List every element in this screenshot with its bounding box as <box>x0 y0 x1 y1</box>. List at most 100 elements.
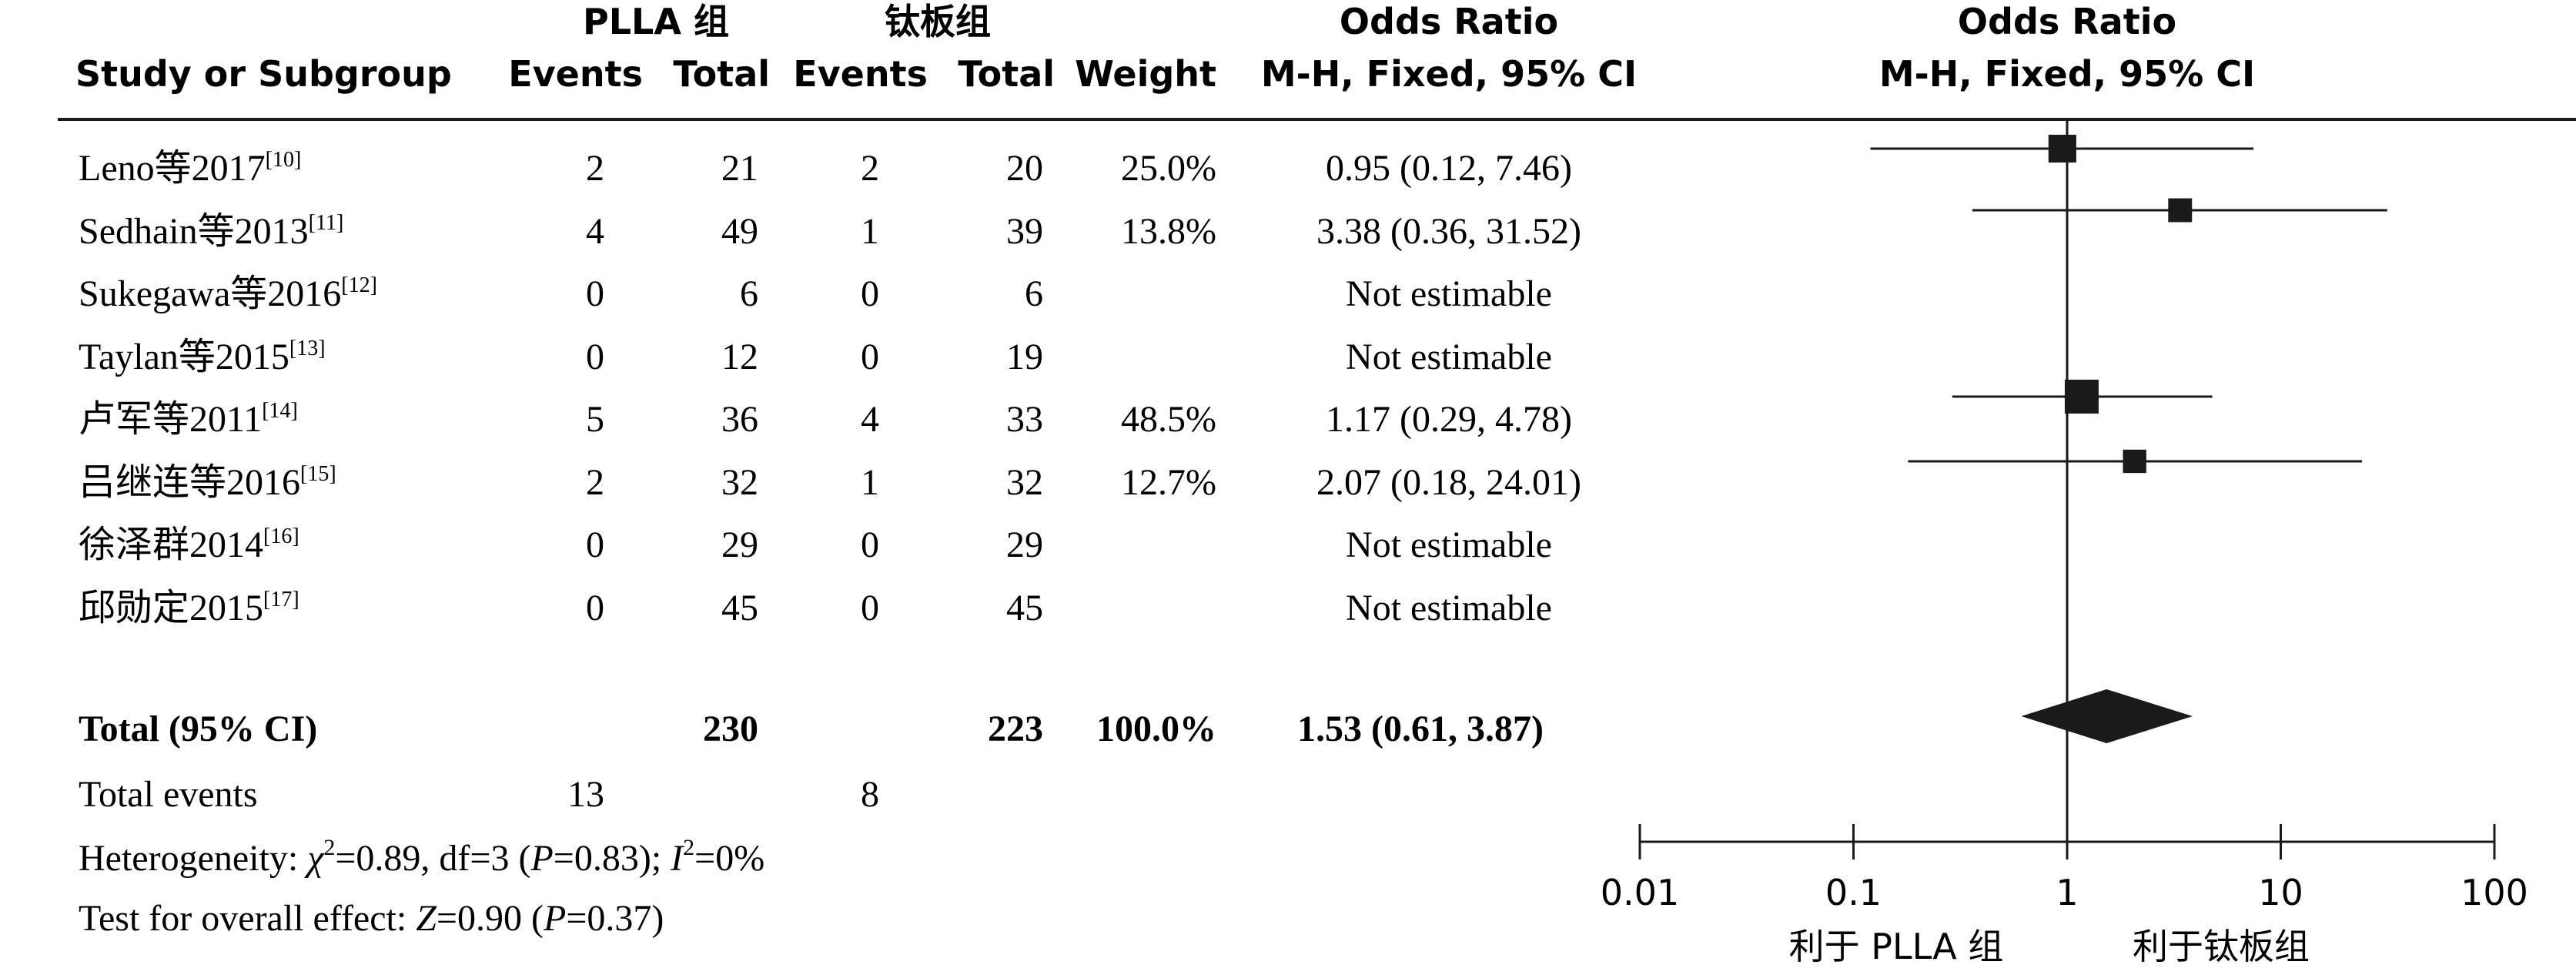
study-reference: [12] <box>341 273 377 297</box>
study-ci-text: Not estimable <box>1346 524 1552 565</box>
total-events-e2: 8 <box>861 774 879 815</box>
study-row: 邱勋定2015[17] 0 45 0 45 Not estimable <box>79 588 1552 628</box>
study-row: Leno等2017[10] 2 21 2 20 25.0% 0.95 (0.12, 7.46… <box>79 148 1572 189</box>
total-ci-text: 1.53 (0.61, 3.87) <box>1297 709 1544 749</box>
chi-symbol: χ <box>304 838 325 879</box>
total-label: Total (95% CI) <box>79 709 317 749</box>
study-total2: 39 <box>1006 211 1043 252</box>
study-weight: 25.0% <box>1121 148 1216 189</box>
total1-header: Total <box>673 53 770 95</box>
x-tick-label: 10 <box>2258 872 2303 913</box>
study-events1: 4 <box>586 211 604 252</box>
study-ci-text: 1.17 (0.29, 4.78) <box>1326 399 1572 440</box>
study-ci-text: 2.07 (0.18, 24.01) <box>1316 462 1581 503</box>
study-name: Sukegawa等2016[12] <box>79 273 377 314</box>
study-events1: 2 <box>586 462 604 503</box>
study-row: Taylan等2015[13] 0 12 0 19 Not estimable <box>79 337 1552 377</box>
study-events1: 2 <box>586 148 604 189</box>
study-header: Study or Subgroup <box>75 53 452 95</box>
x-axis-ticks: 0.01 0.1 1 10 100 <box>1601 824 2528 913</box>
study-weight: 48.5% <box>1121 399 1216 440</box>
total-weight: 100.0% <box>1096 709 1216 749</box>
weight-header: Weight <box>1075 53 1216 95</box>
study-total2: 6 <box>1025 273 1043 314</box>
study-name-text: Sukegawa等2016 <box>79 273 341 314</box>
study-name-text: Leno等2017 <box>79 148 266 189</box>
total-t1: 230 <box>703 709 758 749</box>
study-total1: 32 <box>721 462 758 503</box>
study-total1: 45 <box>721 588 758 628</box>
study-reference: [14] <box>262 399 298 423</box>
study-row: 徐泽群2014[16] 0 29 0 29 Not estimable <box>79 524 1552 565</box>
plot-header-title: Odds Ratio <box>1958 1 2176 42</box>
study-name: Leno等2017[10] <box>79 148 301 189</box>
study-total1: 12 <box>721 337 758 377</box>
heterogeneity-mid2: =0.83); <box>554 838 671 879</box>
study-name-text: 邱勋定2015 <box>79 588 263 628</box>
study-ci-text: 0.95 (0.12, 7.46) <box>1326 148 1572 189</box>
study-total2: 20 <box>1006 148 1043 189</box>
study-events1: 0 <box>586 524 604 565</box>
events1-header: Events <box>508 53 643 95</box>
i-superscript: 2 <box>683 835 694 860</box>
total-events-e1: 13 <box>567 774 604 815</box>
heterogeneity-end: =0% <box>694 838 764 879</box>
x-tick-label: 100 <box>2461 872 2528 913</box>
heterogeneity-mid1: =0.89, df=3 ( <box>335 838 530 879</box>
overall-effect-mid: =0.90 ( <box>437 898 544 939</box>
study-name-text: Sedhain等2013 <box>79 211 309 252</box>
z-symbol: Z <box>416 898 437 939</box>
study-ci-text: Not estimable <box>1346 337 1552 377</box>
study-reference: [10] <box>266 148 302 172</box>
study-name-text: Taylan等2015 <box>79 337 289 377</box>
x-tick-label: 0.01 <box>1601 872 1679 913</box>
study-total2: 29 <box>1006 524 1043 565</box>
study-weight: 13.8% <box>1121 211 1216 252</box>
study-name-text: 吕继连等2016 <box>79 462 300 503</box>
i-symbol: I <box>670 838 684 879</box>
study-total2: 45 <box>1006 588 1043 628</box>
study-events2: 4 <box>861 399 879 440</box>
study-reference: [13] <box>289 337 326 360</box>
study-events2: 1 <box>861 462 879 503</box>
study-name: 卢军等2011[14] <box>79 399 298 440</box>
study-ci-text: 3.38 (0.36, 31.52) <box>1316 211 1581 252</box>
study-name: Taylan等2015[13] <box>79 337 326 377</box>
point-estimate <box>2048 134 2076 163</box>
study-total1: 49 <box>721 211 758 252</box>
ci-layer <box>1870 134 2387 474</box>
study-total2: 33 <box>1006 399 1043 440</box>
study-events2: 0 <box>861 588 879 628</box>
study-events1: 0 <box>586 273 604 314</box>
study-events2: 0 <box>861 273 879 314</box>
group2-header: 钛板组 <box>885 1 991 42</box>
heterogeneity-prefix: Heterogeneity: <box>79 838 307 879</box>
study-name-text: 卢军等2011 <box>79 399 262 440</box>
study-events2: 0 <box>861 524 879 565</box>
study-total1: 36 <box>721 399 758 440</box>
overall-effect-text: Test for overall effect: Z=0.90 (P=0.37) <box>79 898 664 939</box>
table-header: PLLA 组 钛板组 Odds Ratio Odds Ratio Study o… <box>75 1 2255 95</box>
point-estimate <box>2168 198 2193 223</box>
study-reference: [15] <box>300 462 336 486</box>
study-events2: 2 <box>861 148 879 189</box>
study-events1: 0 <box>586 588 604 628</box>
study-total2: 32 <box>1006 462 1043 503</box>
study-reference: [17] <box>263 588 299 611</box>
study-name: 吕继连等2016[15] <box>79 462 336 503</box>
pooled-diamond <box>2021 689 2193 743</box>
study-row: Sukegawa等2016[12] 0 6 0 6 Not estimable <box>79 273 1552 314</box>
total-events-label: Total events <box>79 774 258 815</box>
overall-effect-prefix: Test for overall effect: <box>79 898 416 939</box>
favours-left-label: 利于 PLLA 组 <box>1789 926 2004 967</box>
study-name: Sedhain等2013[11] <box>79 211 343 252</box>
or-header-title: Odds Ratio <box>1340 1 1558 42</box>
heterogeneity-text: Heterogeneity: χ2=0.89, df=3 (P=0.83); I… <box>79 835 764 879</box>
overall-effect-p-symbol: P <box>543 898 566 939</box>
point-estimate <box>2123 449 2146 474</box>
group1-header: PLLA 组 <box>583 1 729 42</box>
total-t2: 223 <box>988 709 1043 749</box>
study-name-text: 徐泽群2014 <box>79 524 263 565</box>
study-row: 卢军等2011[14] 5 36 4 33 48.5% 1.17 (0.29, 4.78) <box>79 399 1572 440</box>
plot-header-method: M-H, Fixed, 95% CI <box>1879 53 2255 95</box>
